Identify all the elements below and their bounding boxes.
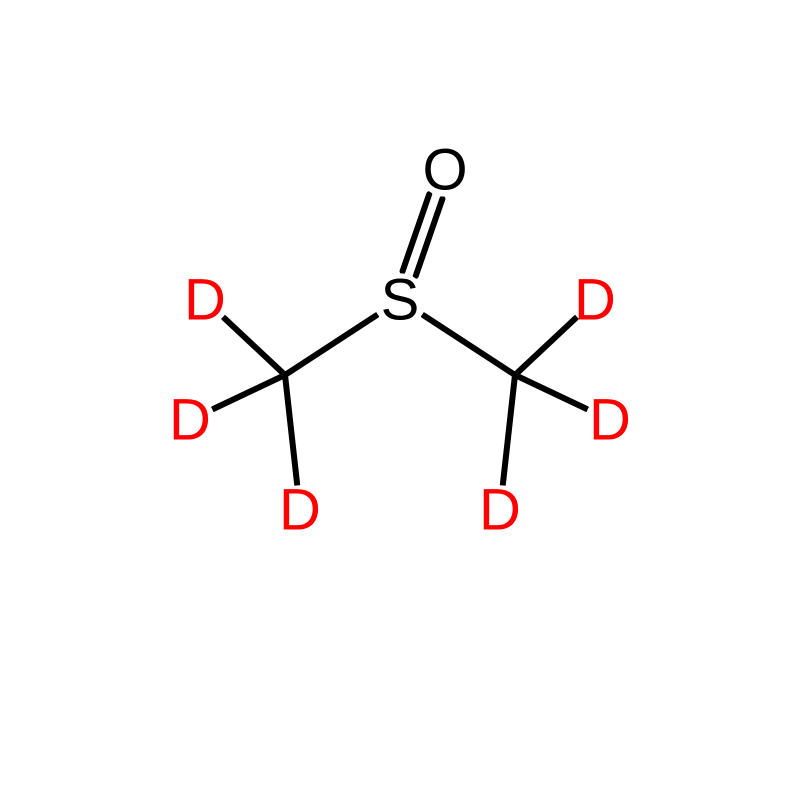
bonds-layer: [213, 194, 586, 484]
atom-label-d1: D: [184, 268, 226, 333]
bond-double: [403, 194, 430, 271]
bond-single: [503, 375, 515, 484]
bond-double: [416, 199, 443, 276]
bond-single: [515, 375, 587, 409]
atom-label-d4: D: [574, 268, 616, 333]
bond-single: [515, 318, 576, 375]
atom-label-o: O: [422, 138, 467, 203]
bond-single: [285, 315, 377, 375]
atom-label-s: S: [381, 268, 420, 333]
bond-single: [423, 315, 515, 375]
chemical-structure-diagram: OSDDDDDD: [0, 0, 800, 800]
atom-label-d5: D: [589, 388, 631, 453]
atom-label-d2: D: [169, 388, 211, 453]
atoms-layer: OSDDDDDD: [165, 138, 634, 543]
bond-single: [224, 318, 285, 375]
atom-label-d6: D: [479, 478, 521, 543]
bond-single: [285, 375, 297, 484]
bond-single: [213, 375, 285, 409]
atom-label-d3: D: [279, 478, 321, 543]
